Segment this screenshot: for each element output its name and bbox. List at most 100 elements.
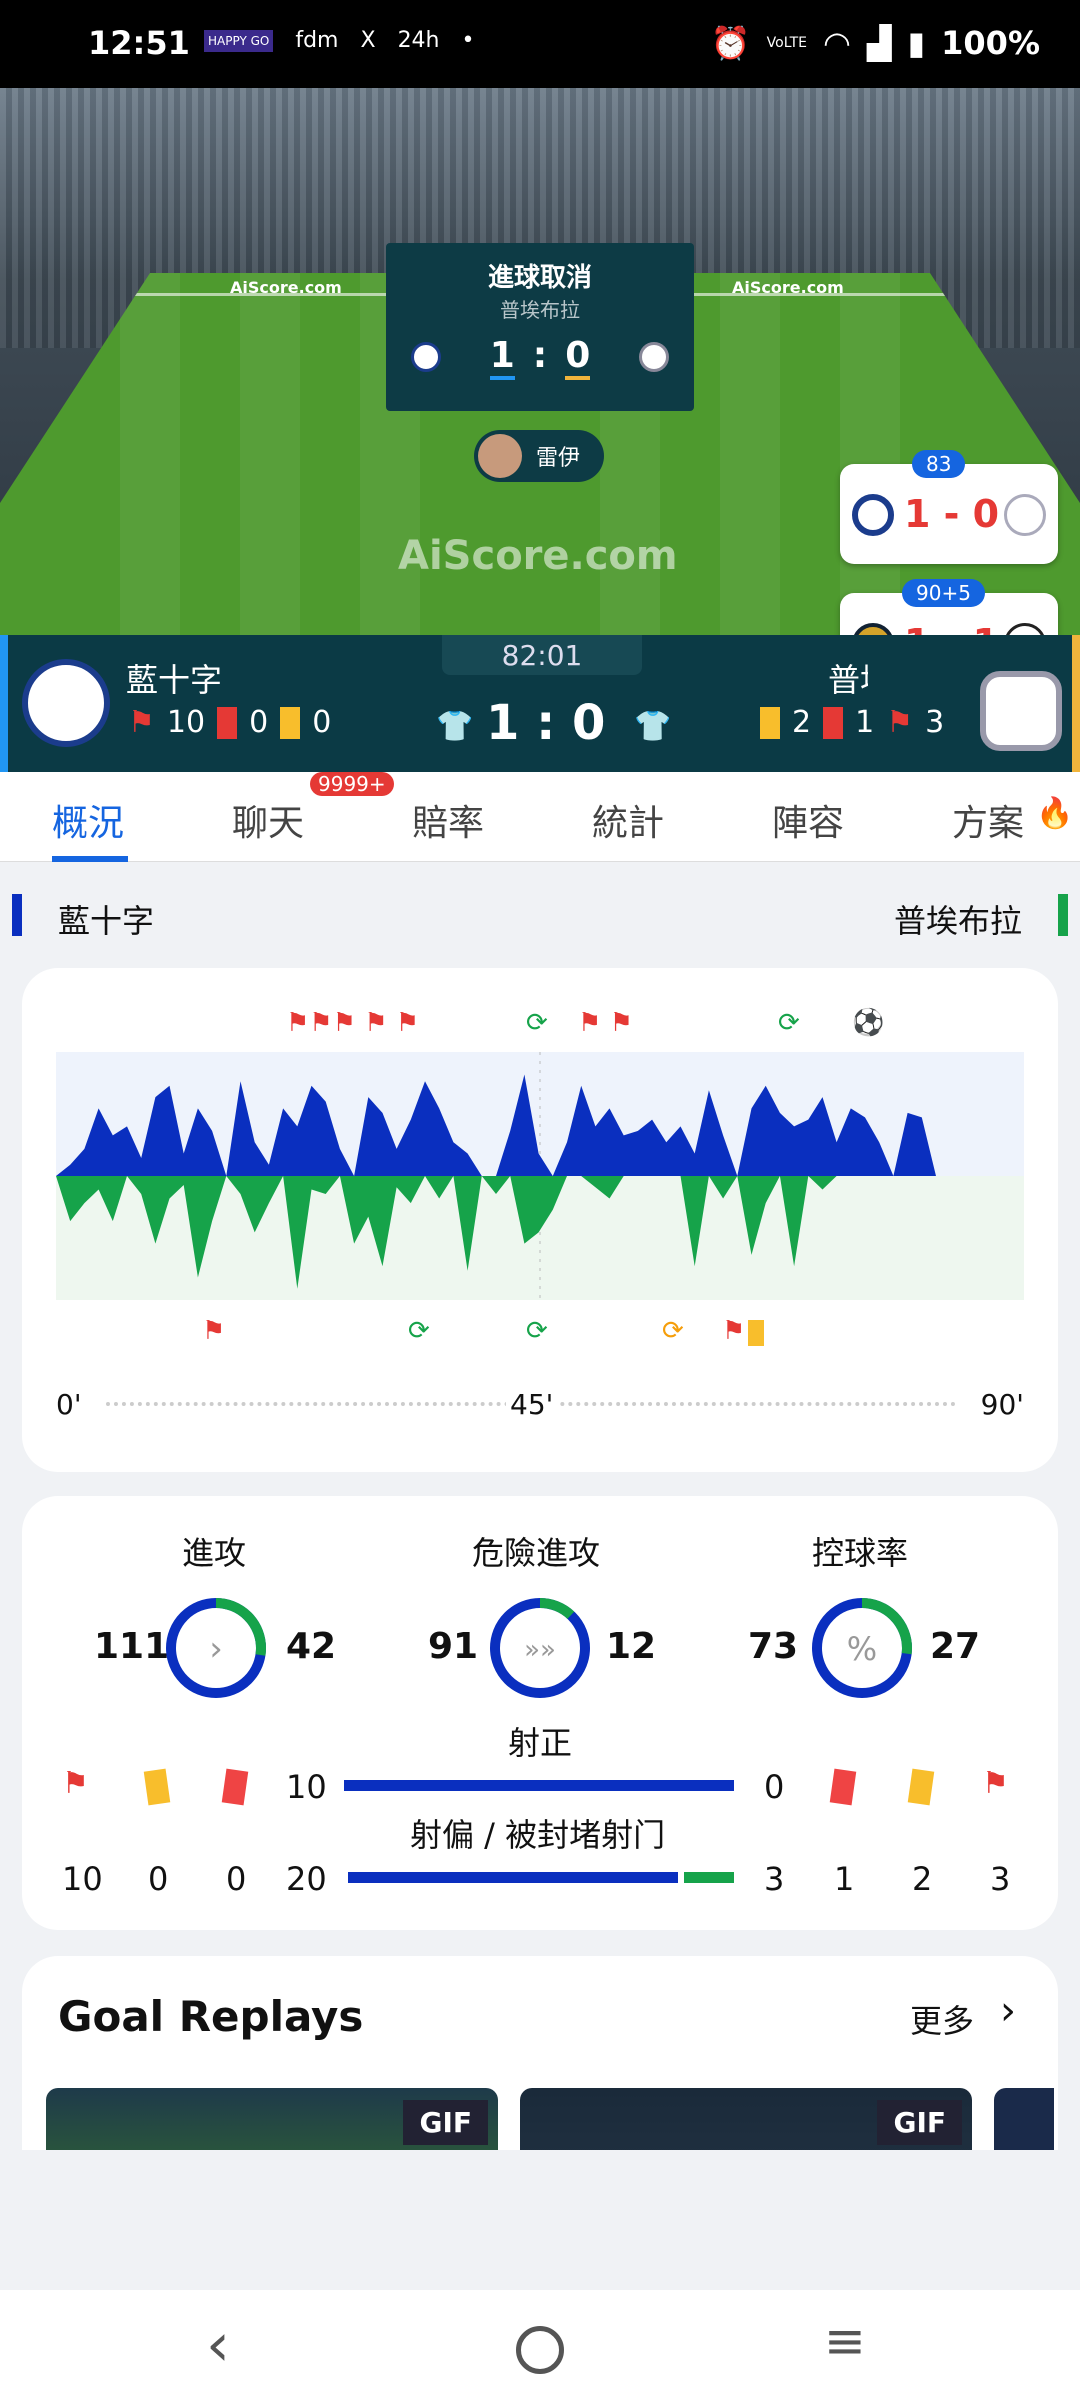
off-target-home-bar	[348, 1872, 678, 1883]
home-corners-count: 10	[62, 1860, 103, 1898]
percent-icon: %	[847, 1630, 877, 1668]
home-kit-icon: 👕	[436, 709, 474, 744]
event-team: 普埃布拉	[500, 298, 580, 322]
x-icon: X	[360, 28, 376, 53]
corner-flag-icon: ⚑ ⚑	[578, 1008, 633, 1038]
match-clock: 82:01	[442, 635, 642, 675]
substitution-icon: ⟳	[408, 1316, 430, 1346]
player-name: 雷伊	[536, 446, 581, 471]
player-avatar	[478, 434, 522, 478]
substitution-icon: ⟳	[662, 1316, 684, 1346]
substitution-icon: ⟳	[526, 1008, 548, 1038]
red-card-icon	[221, 1768, 249, 1806]
home-counters: ⚑ 10 0 0	[128, 705, 331, 740]
corner-flag-icon: ⚑⚑⚑ ⚑ ⚑	[286, 1008, 420, 1038]
tab-chat[interactable]: 聊天	[232, 803, 305, 844]
home-color-bar	[12, 894, 22, 936]
mini-minute: 90+5	[902, 579, 985, 607]
chevron-right-icon[interactable]: ›	[1000, 1988, 1016, 2034]
team-logo-icon	[852, 494, 894, 536]
event-home-score: 1	[489, 335, 515, 380]
fdm-icon: fdm	[295, 28, 339, 53]
happygo-icon: HAPPY GO	[204, 29, 274, 52]
fire-icon: 🔥	[1036, 796, 1074, 831]
chevron-icon: ›	[209, 1629, 223, 1669]
possession-home: 73	[748, 1626, 799, 1667]
corner-flag-icon: ⚑	[202, 1316, 226, 1346]
status-bar: 12:51 HAPPY GO fdm X 24h • ⏰ VoLTE ◠ ▟ ▮…	[0, 0, 1080, 88]
replay-thumbnail[interactable]: GIF	[46, 2088, 498, 2150]
timeline-start: 0'	[56, 1388, 82, 1421]
away-counters: 2 1 ⚑ 3	[760, 705, 944, 740]
on-target-away: 0	[764, 1768, 785, 1806]
momentum-chart	[56, 1052, 1024, 1300]
dangerous-away: 12	[606, 1626, 657, 1667]
yellow-card-icon	[143, 1768, 171, 1806]
system-icons: ⏰ VoLTE ◠ ▟ ▮ 100%	[711, 24, 1040, 62]
home-red-count: 0	[226, 1860, 247, 1898]
replay-thumbnail[interactable]	[994, 2088, 1054, 2150]
24h-icon: 24h	[397, 28, 440, 53]
away-crest-icon	[980, 671, 1062, 751]
mini-score-card[interactable]: 83 1 - 0	[840, 450, 1058, 564]
away-name: 普埃布拉	[828, 661, 868, 699]
substitution-icon: ⟳	[526, 1316, 548, 1346]
on-target-home: 10	[286, 1768, 327, 1806]
timeline-end: 90'	[980, 1388, 1024, 1421]
wifi-icon: ◠	[823, 24, 851, 62]
scoreboard: 藍十字 ⚑ 10 0 0 82:01 👕 1 : 0 👕 普埃布拉 2 1 ⚑ 3	[0, 635, 1080, 772]
red-card-icon	[829, 1768, 857, 1806]
dangerous-home: 91	[428, 1626, 479, 1667]
clock: 12:51	[88, 24, 190, 62]
replay-thumbnail[interactable]: GIF	[520, 2088, 972, 2150]
home-red: 0	[249, 705, 269, 740]
match-animation: AiScore.com AiScore.com AiScore.com 進球取消…	[0, 88, 1080, 635]
goal-replays-card: Goal Replays 更多 › GIF GIF	[22, 1956, 1058, 2150]
dangerous-label: 危險進攻	[472, 1534, 601, 1572]
signal-icon: ▟	[866, 24, 892, 62]
away-corners: 3	[925, 705, 945, 740]
tab-stats[interactable]: 統計	[592, 803, 665, 844]
corner-flag-icon: ⚑	[886, 705, 914, 740]
red-card-icon	[217, 706, 238, 739]
on-target-label: 射正	[508, 1724, 573, 1762]
gif-badge: GIF	[403, 2100, 488, 2145]
home-icon[interactable]	[516, 2326, 564, 2374]
watermark: AiScore.com	[398, 533, 678, 579]
corner-flag-icon: ⚑	[62, 1766, 89, 1801]
tab-odds[interactable]: 賠率	[412, 803, 485, 844]
battery-level: 100%	[941, 24, 1040, 62]
corner-flag-icon: ⚑	[722, 1316, 746, 1346]
away-color-bar	[1058, 894, 1068, 936]
tab-tips[interactable]: 方案	[952, 803, 1025, 844]
mini-score-card[interactable]: 90+5 1 - 1	[840, 579, 1058, 635]
corner-flag-icon: ⚑	[982, 1766, 1009, 1801]
main-score: 1 : 0	[486, 695, 606, 751]
goal-cancelled-icon: ⚽	[852, 1008, 885, 1038]
replays-title: Goal Replays	[58, 1992, 364, 2041]
team-logo-icon	[1004, 623, 1046, 635]
mini-score: 1 - 0	[904, 492, 1000, 536]
timeline-card: ⚑⚑⚑ ⚑ ⚑ ⟳ ⚑ ⚑ ⟳ ⚽ ⚑ ⟳ ⟳ ⟳ ⚑ 0' 45' 90'	[22, 968, 1058, 1472]
away-team-label: 普埃布拉	[893, 902, 1022, 940]
red-card-icon	[823, 706, 844, 739]
volte-icon: VoLTE	[766, 35, 807, 51]
recents-icon[interactable]: ≡	[824, 2312, 866, 2370]
battery-icon: ▮	[907, 24, 926, 62]
attack-ring: ›	[166, 1598, 266, 1698]
more-link[interactable]: 更多	[910, 2002, 975, 2040]
tab-overview[interactable]: 概況	[52, 803, 125, 844]
timeline-half: 45'	[506, 1388, 558, 1421]
back-icon[interactable]: ‹	[206, 2310, 230, 2380]
tab-bar: 概況 聊天 9999+ 賠率 統計 陣容 方案 🔥	[0, 772, 1080, 862]
off-target-label: 射偏 / 被封堵射门	[410, 1816, 666, 1854]
home-yellow: 0	[312, 705, 332, 740]
dangerous-ring: »»	[490, 1598, 590, 1698]
home-crest-icon	[22, 659, 110, 747]
away-kit-icon: 👕	[634, 709, 672, 744]
ad-board-right: AiScore.com	[732, 278, 844, 297]
stats-card: 進攻 危險進攻 控球率 111 › 42 91 »» 12 73 % 27 射正…	[22, 1496, 1058, 1930]
mini-score: 1 - 1	[904, 621, 999, 635]
alarm-icon: ⏰	[710, 24, 751, 62]
tab-lineup[interactable]: 陣容	[772, 803, 845, 844]
